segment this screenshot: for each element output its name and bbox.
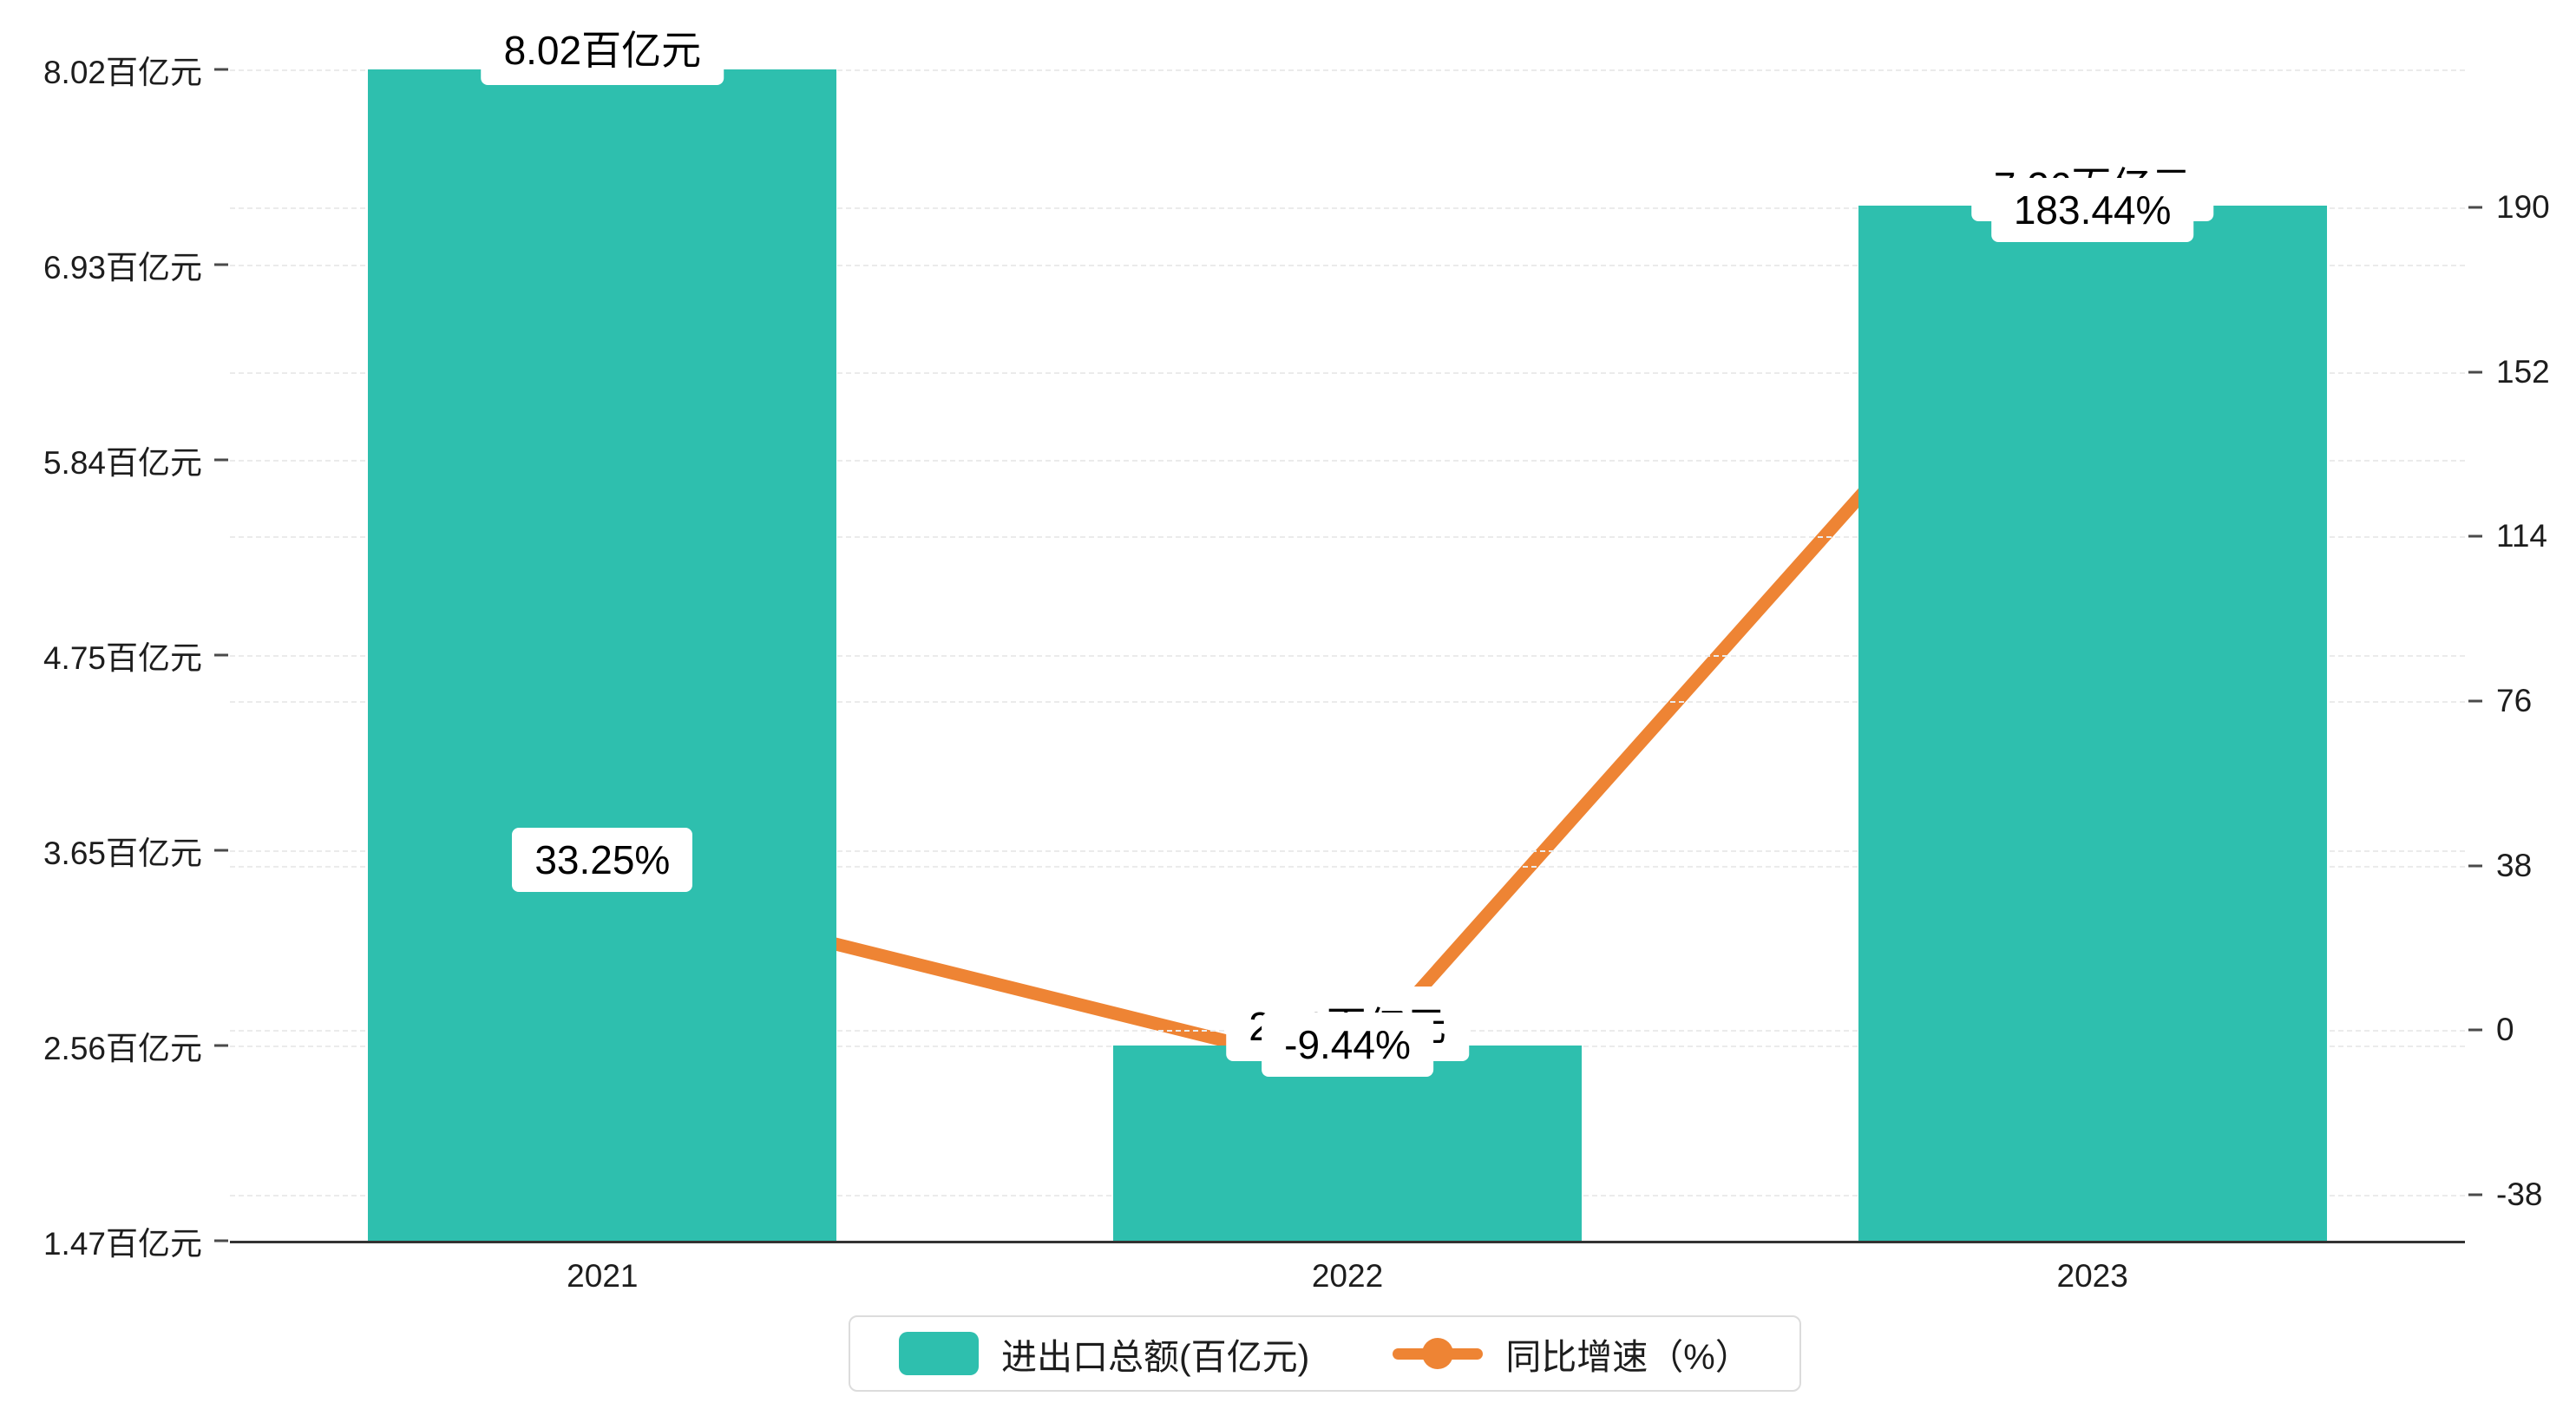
right-axis-label: 114 (2496, 518, 2547, 554)
left-axis-label: 4.75百亿元 (43, 640, 202, 676)
left-axis-label: 8.02百亿元 (43, 55, 202, 90)
legend-label-bar: 进出口总额(百亿元) (1001, 1337, 1310, 1377)
left-axis-tick (214, 68, 228, 71)
gridline-right (230, 701, 2465, 703)
gridline-right (230, 371, 2465, 374)
legend: 进出口总额(百亿元) 同比增速（%） (849, 1315, 1801, 1392)
right-axis-tick (2468, 370, 2482, 374)
gridline-left (230, 460, 2465, 462)
left-axis-tick (214, 849, 228, 852)
right-axis-tick (2468, 206, 2482, 209)
line-value-label: 183.44% (1990, 177, 2194, 242)
left-axis-tick (214, 458, 228, 462)
right-axis-tick (2468, 1028, 2482, 1032)
left-axis-tick (214, 653, 228, 657)
line-series-swatch (1393, 1338, 1484, 1369)
bar-value-label: 8.02百亿元 (481, 10, 724, 85)
x-axis-line (230, 1241, 2465, 1243)
gridline-left (230, 69, 2465, 71)
right-axis-label: 190 (2496, 189, 2550, 225)
left-axis-label: 2.56百亿元 (43, 1031, 202, 1066)
legend-item-line[interactable]: 同比增速（%） (1393, 1328, 1751, 1380)
legend-item-bar[interactable]: 进出口总额(百亿元) (899, 1328, 1309, 1380)
legend-label-line: 同比增速（%） (1505, 1337, 1751, 1377)
line-value-label: -9.44% (1262, 1013, 1433, 1078)
x-axis-label: 2023 (2056, 1258, 2128, 1294)
right-axis-label: 38 (2496, 847, 2533, 883)
right-axis-tick (2468, 864, 2482, 868)
gridline-right (230, 207, 2465, 209)
right-axis-label: -38 (2496, 1177, 2543, 1212)
gridline-right (230, 865, 2465, 868)
right-axis-tick (2468, 534, 2482, 538)
left-axis-label: 3.65百亿元 (43, 836, 202, 871)
x-axis-label: 2022 (1311, 1258, 1384, 1294)
left-axis-tick (214, 1239, 228, 1242)
left-axis-label: 1.47百亿元 (43, 1226, 202, 1262)
gridline-left (230, 655, 2465, 657)
right-axis-label: 0 (2496, 1012, 2514, 1048)
right-axis-tick (2468, 699, 2482, 703)
gridline-left (230, 265, 2465, 266)
right-axis-label: 152 (2496, 353, 2550, 390)
left-axis-tick (214, 263, 228, 266)
gridline-right (230, 536, 2465, 539)
bar-series-swatch (899, 1332, 979, 1375)
right-axis-label: 76 (2496, 683, 2533, 718)
right-axis-tick (2468, 1193, 2482, 1196)
left-axis-label: 6.93百亿元 (43, 250, 202, 285)
bar-2021[interactable] (368, 69, 837, 1241)
bar-2022[interactable] (1113, 1046, 1582, 1241)
gridline-left (230, 850, 2465, 852)
line-series-dot (1422, 1338, 1454, 1369)
left-axis-tick (214, 1044, 228, 1047)
x-axis-label: 2021 (567, 1258, 639, 1294)
bar-2023[interactable] (1858, 205, 2327, 1241)
line-value-label: 33.25% (512, 828, 693, 893)
left-axis-label: 5.84百亿元 (43, 445, 202, 481)
